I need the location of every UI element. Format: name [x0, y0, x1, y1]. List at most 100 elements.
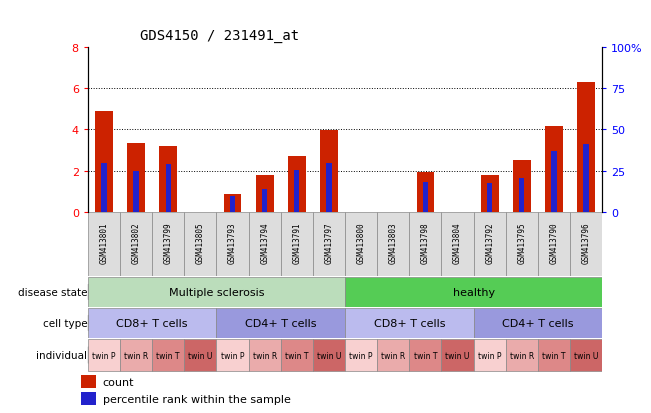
Text: GSM413799: GSM413799: [164, 222, 173, 264]
Bar: [249, 213, 281, 277]
Bar: [217, 308, 345, 338]
Bar: [513, 161, 531, 213]
Text: twin U: twin U: [317, 351, 341, 360]
Text: GSM413796: GSM413796: [581, 222, 590, 264]
Text: CD4+ T cells: CD4+ T cells: [502, 318, 574, 328]
Text: percentile rank within the sample: percentile rank within the sample: [103, 394, 290, 404]
Bar: [88, 278, 345, 307]
Bar: [159, 147, 177, 213]
Text: twin R: twin R: [510, 351, 534, 360]
Text: GDS4150 / 231491_at: GDS4150 / 231491_at: [140, 29, 299, 43]
Text: twin T: twin T: [285, 351, 309, 360]
Text: GSM413802: GSM413802: [132, 222, 141, 264]
Text: Multiple sclerosis: Multiple sclerosis: [169, 287, 264, 297]
Bar: [313, 339, 345, 371]
Text: GSM413793: GSM413793: [228, 222, 237, 264]
Text: GSM413790: GSM413790: [549, 222, 559, 264]
Text: GSM413803: GSM413803: [389, 222, 398, 264]
Bar: [230, 196, 235, 213]
Bar: [217, 339, 249, 371]
Polygon shape: [89, 316, 96, 331]
Text: CD4+ T cells: CD4+ T cells: [245, 318, 316, 328]
Bar: [377, 213, 409, 277]
Text: GSM413801: GSM413801: [100, 222, 109, 264]
Text: count: count: [103, 377, 134, 387]
Bar: [506, 339, 538, 371]
Text: healthy: healthy: [452, 287, 495, 297]
Bar: [345, 308, 474, 338]
Bar: [545, 127, 563, 213]
Bar: [102, 163, 107, 213]
Text: twin P: twin P: [478, 351, 501, 360]
Bar: [538, 339, 570, 371]
Bar: [409, 339, 441, 371]
Text: twin P: twin P: [350, 351, 373, 360]
Bar: [551, 152, 557, 213]
Bar: [81, 392, 96, 405]
Bar: [281, 339, 313, 371]
Bar: [88, 213, 120, 277]
Text: twin U: twin U: [574, 351, 598, 360]
Text: cell type: cell type: [42, 318, 87, 328]
Text: twin T: twin T: [542, 351, 566, 360]
Bar: [88, 339, 120, 371]
Polygon shape: [89, 285, 96, 300]
Bar: [262, 190, 268, 213]
Text: twin U: twin U: [445, 351, 470, 360]
Bar: [409, 213, 441, 277]
Bar: [288, 157, 306, 213]
Bar: [345, 339, 377, 371]
Bar: [417, 173, 434, 213]
Bar: [345, 213, 377, 277]
Bar: [133, 171, 139, 213]
Bar: [377, 339, 409, 371]
Bar: [249, 339, 281, 371]
Text: twin P: twin P: [221, 351, 244, 360]
Text: GSM413792: GSM413792: [485, 222, 494, 264]
Text: GSM413798: GSM413798: [421, 222, 430, 264]
Bar: [88, 308, 217, 338]
Bar: [256, 176, 273, 213]
Bar: [281, 213, 313, 277]
Text: twin R: twin R: [253, 351, 277, 360]
Bar: [95, 112, 113, 213]
Text: GSM413800: GSM413800: [357, 222, 366, 264]
Bar: [224, 194, 242, 213]
Bar: [583, 145, 589, 213]
Bar: [474, 213, 506, 277]
Bar: [184, 339, 216, 371]
Bar: [506, 213, 538, 277]
Bar: [422, 182, 428, 213]
Text: twin P: twin P: [92, 351, 116, 360]
Text: GSM413805: GSM413805: [196, 222, 205, 264]
Text: twin T: twin T: [413, 351, 437, 360]
Text: twin R: twin R: [124, 351, 148, 360]
Bar: [481, 176, 499, 213]
Bar: [326, 164, 331, 213]
Bar: [570, 339, 602, 371]
Text: GSM413794: GSM413794: [260, 222, 269, 264]
Bar: [441, 339, 474, 371]
Bar: [441, 213, 474, 277]
Text: disease state: disease state: [18, 287, 87, 297]
Bar: [184, 213, 216, 277]
Bar: [120, 339, 152, 371]
Bar: [474, 339, 506, 371]
Bar: [474, 308, 602, 338]
Bar: [152, 339, 184, 371]
Bar: [294, 171, 299, 213]
Text: twin T: twin T: [156, 351, 180, 360]
Bar: [313, 213, 345, 277]
Text: GSM413795: GSM413795: [518, 222, 526, 264]
Text: individual: individual: [36, 350, 87, 360]
Text: GSM413797: GSM413797: [324, 222, 333, 264]
Bar: [165, 165, 171, 213]
Bar: [217, 213, 249, 277]
Text: CD8+ T cells: CD8+ T cells: [374, 318, 445, 328]
Polygon shape: [89, 347, 96, 363]
Bar: [487, 184, 492, 213]
Text: twin U: twin U: [188, 351, 213, 360]
Bar: [570, 213, 602, 277]
Text: GSM413804: GSM413804: [453, 222, 462, 264]
Bar: [320, 131, 338, 213]
